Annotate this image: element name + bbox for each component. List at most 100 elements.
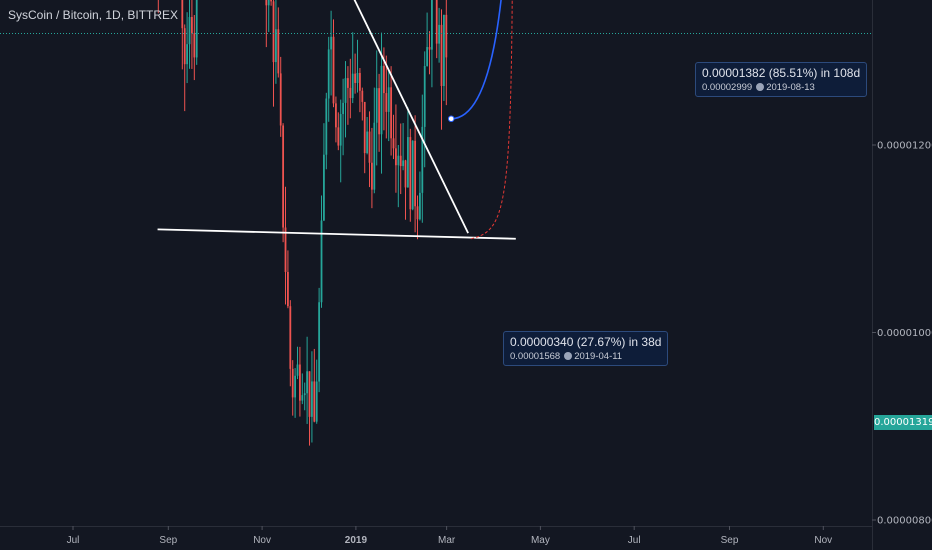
candle-body <box>378 88 381 135</box>
price-tick-label: 0.00000800 <box>877 516 932 527</box>
time-tick-label: May <box>531 535 550 546</box>
candle-body <box>282 125 285 228</box>
candle-body <box>287 271 289 307</box>
projection-arrow-1 <box>451 0 502 120</box>
candle-body <box>337 127 340 146</box>
time-tick-label: Sep <box>159 535 177 546</box>
candle-body <box>330 36 333 50</box>
candle-body <box>265 0 268 6</box>
candle-body <box>306 371 309 394</box>
drawings-layer <box>0 0 872 240</box>
candle-body <box>188 17 191 45</box>
candle-body <box>407 137 409 188</box>
current-price-tag: 0.00001319 <box>874 415 932 430</box>
candle-body <box>368 131 371 163</box>
candle-body <box>387 87 390 112</box>
candle-body <box>435 0 438 44</box>
candle-body <box>277 29 280 74</box>
candle-body <box>397 155 400 166</box>
candle-body <box>296 364 299 376</box>
candle-body <box>363 101 366 154</box>
projection-2-sub: 0.00002999 2019-08-13 <box>702 82 860 93</box>
candle-body <box>426 47 429 66</box>
time-tick-label: Nov <box>253 535 271 546</box>
projection-1-sub: 0.00001568 2019-04-11 <box>510 351 661 362</box>
projection-arrow-red <box>471 0 513 240</box>
candle-body <box>356 72 359 83</box>
candle-body <box>361 90 364 102</box>
candle-body <box>275 29 277 63</box>
projection-start-point <box>447 115 455 123</box>
candle-body <box>193 33 196 58</box>
candle-body <box>431 0 433 50</box>
candle-body <box>267 0 270 6</box>
candle-body <box>409 137 412 210</box>
price-tick-label: 0.00001000 <box>877 328 932 339</box>
time-tick-label: Jul <box>67 535 80 546</box>
candle-body <box>440 24 443 86</box>
time-tick-label: 2019 <box>345 535 368 546</box>
candle-body <box>351 73 354 99</box>
candle-body <box>186 44 189 65</box>
time-tick-label: Nov <box>814 535 832 546</box>
projection-1-date: 2019-04-11 <box>574 351 623 362</box>
candle-body <box>291 368 294 398</box>
candle-body <box>318 302 321 382</box>
candle-body <box>366 131 369 154</box>
candle-body <box>428 47 431 50</box>
candles-layer <box>157 0 448 446</box>
time-axis: Jul Sep Nov 2019 Mar May Jul Sep Nov <box>0 526 872 546</box>
candle-body <box>383 65 385 94</box>
support-line <box>157 228 516 240</box>
candle-body <box>181 0 184 29</box>
candle-body <box>294 375 297 398</box>
candle-body <box>315 381 318 422</box>
candle-body <box>344 78 347 103</box>
candle-body <box>327 49 330 99</box>
candle-body <box>373 122 376 190</box>
candle-body <box>335 103 337 128</box>
candle-body <box>371 162 373 190</box>
candle-body <box>303 393 306 396</box>
candle-body <box>404 160 407 188</box>
candle-body <box>359 72 361 91</box>
candle-body <box>299 364 301 401</box>
time-tick-label: Sep <box>721 535 739 546</box>
candle-body <box>313 381 316 422</box>
candle-body <box>354 73 357 83</box>
candle-body <box>423 65 426 127</box>
candle-body <box>349 87 352 99</box>
candle-body <box>411 140 414 210</box>
candle-body <box>342 102 345 115</box>
candle-body <box>308 371 311 417</box>
candle-body <box>301 395 304 401</box>
candle-body <box>195 0 198 58</box>
candle-body <box>339 114 342 146</box>
clock-icon <box>756 83 765 91</box>
candle-body <box>380 65 383 135</box>
candle-body <box>332 36 335 104</box>
projection-1-price: 0.00001568 <box>510 351 561 362</box>
candle-body <box>320 220 323 303</box>
candle-body <box>385 93 388 112</box>
projection-2-date: 2019-08-13 <box>766 82 815 93</box>
candle-body <box>443 14 445 86</box>
candle-body <box>270 0 273 2</box>
candle-body <box>390 87 393 139</box>
candle-body <box>402 160 405 167</box>
time-tick-label: Mar <box>438 535 456 546</box>
candle-body <box>414 140 417 207</box>
chart-title: SysCoin / Bitcoin, 1D, BITTREX <box>8 8 179 22</box>
price-axis: 0.000008000.000010000.000012000.00001400… <box>872 0 932 550</box>
candle-body <box>347 78 349 88</box>
clock-icon <box>564 352 573 360</box>
candle-body <box>191 17 193 34</box>
candle-body <box>399 155 402 167</box>
candle-body <box>445 14 448 58</box>
candle-body <box>392 138 395 149</box>
projection-label-1: 0.00000340 (27.67%) in 38d 0.00001568 201… <box>503 331 669 366</box>
candle-body <box>284 227 287 272</box>
projection-2-price: 0.00002999 <box>702 82 753 93</box>
candle-body <box>323 154 325 221</box>
candle-body <box>311 381 313 417</box>
